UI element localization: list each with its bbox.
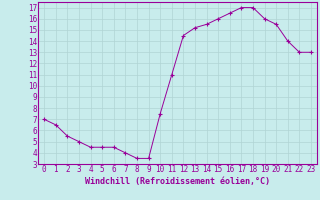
X-axis label: Windchill (Refroidissement éolien,°C): Windchill (Refroidissement éolien,°C) — [85, 177, 270, 186]
